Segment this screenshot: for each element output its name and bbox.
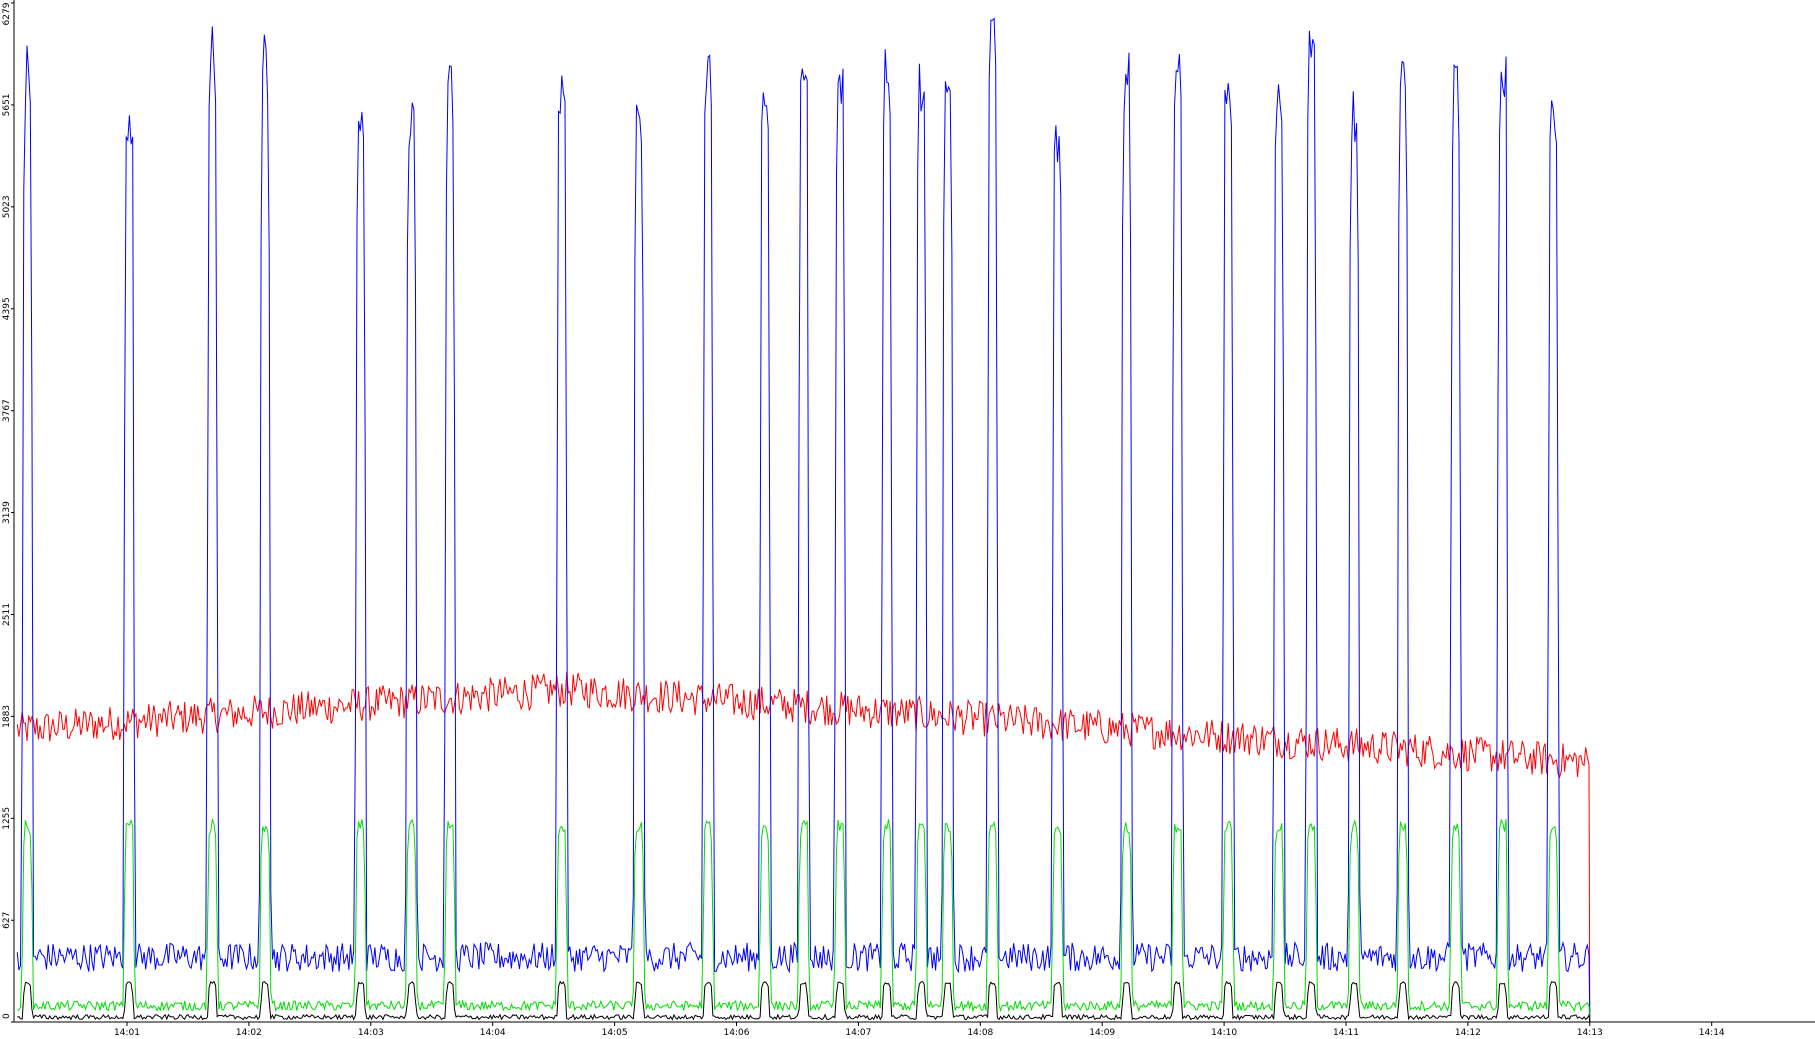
x-tick-label: 14:08 xyxy=(967,1028,993,1038)
series-blue-line xyxy=(16,17,1591,1023)
x-tick-label: 14:04 xyxy=(480,1028,506,1038)
x-tick-label: 14:12 xyxy=(1455,1028,1481,1038)
x-tick-label: 14:14 xyxy=(1699,1028,1725,1038)
y-tick-label: 2511 xyxy=(2,603,12,626)
y-tick-label: 5023 xyxy=(2,195,12,218)
y-tick-label: 0 xyxy=(2,1013,12,1019)
y-tick-label: 627 xyxy=(2,912,12,929)
y-tick-label: 3139 xyxy=(2,501,12,524)
series-red-line xyxy=(16,671,1591,1023)
y-tick-label: 4395 xyxy=(2,297,12,320)
y-tick-label: 6279 xyxy=(2,2,12,25)
y-tick-label: 1255 xyxy=(2,807,12,830)
x-tick-label: 14:05 xyxy=(602,1028,628,1038)
x-axis-ticks: 14:01 14:02 14:03 14:04 14:05 14:06 14:07 14:08… xyxy=(114,1022,1725,1038)
x-tick-label: 14:10 xyxy=(1211,1028,1237,1038)
x-tick-label: 14:11 xyxy=(1333,1028,1359,1038)
x-tick-label: 14:03 xyxy=(358,1028,384,1038)
y-axis-ticks: 0 627 1255 1883 2511 3139 3767 4395 5023 5651 6279 xyxy=(2,2,14,1023)
x-tick-label: 14:07 xyxy=(845,1028,871,1038)
x-tick-label: 14:13 xyxy=(1577,1028,1603,1038)
x-tick-label: 14:09 xyxy=(1089,1028,1115,1038)
x-tick-label: 14:02 xyxy=(236,1028,262,1038)
x-tick-label: 14:01 xyxy=(114,1028,140,1038)
y-tick-label: 3767 xyxy=(2,399,12,422)
y-tick-label: 1883 xyxy=(2,705,12,728)
series-layer xyxy=(16,17,1591,1023)
x-tick-label: 14:06 xyxy=(724,1028,750,1038)
series-black-line xyxy=(17,980,1591,1023)
series-green-line xyxy=(17,817,1591,1023)
y-tick-label: 5651 xyxy=(2,93,12,116)
